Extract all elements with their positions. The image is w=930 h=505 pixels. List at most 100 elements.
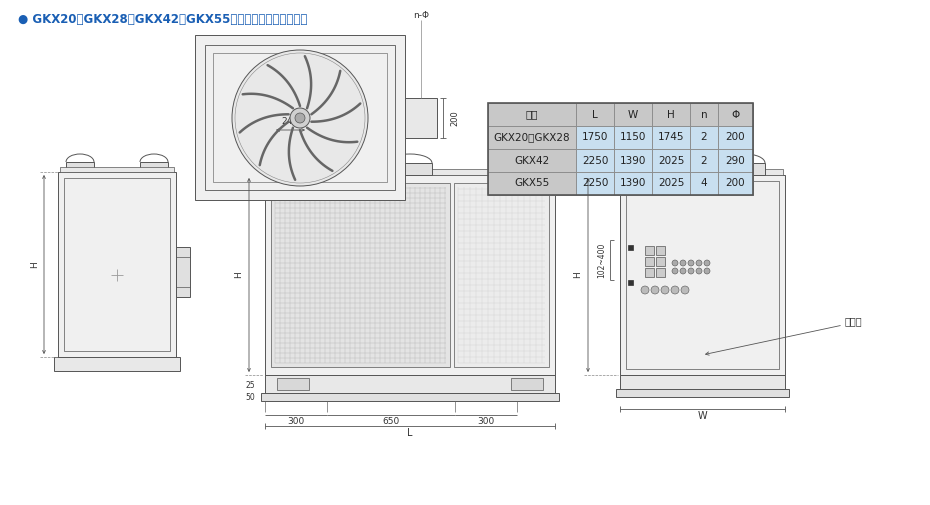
Text: 2025: 2025 (658, 156, 684, 166)
Bar (718, 126, 753, 149)
Bar (690, 103, 718, 126)
Bar (576, 172, 614, 195)
Text: L: L (592, 110, 598, 120)
Bar (626, 181, 779, 369)
Text: H: H (234, 272, 244, 278)
Bar (640, 163, 680, 175)
Circle shape (688, 268, 694, 274)
Bar (620, 175, 785, 375)
Bar (725, 163, 765, 175)
Circle shape (651, 286, 659, 294)
Bar (614, 172, 652, 195)
Bar (645, 257, 654, 266)
Text: 4: 4 (700, 178, 708, 188)
Bar (614, 126, 652, 149)
Text: 2250: 2250 (582, 156, 608, 166)
Bar (576, 149, 614, 172)
Bar (66, 162, 94, 172)
Text: 50: 50 (246, 392, 255, 401)
Bar (616, 389, 789, 397)
Bar (54, 357, 180, 371)
Text: 650: 650 (382, 417, 400, 426)
Bar (690, 149, 718, 172)
Bar (388, 163, 432, 175)
Text: 2025: 2025 (658, 178, 684, 188)
Text: L: L (407, 428, 413, 438)
Bar (213, 53, 387, 182)
Circle shape (688, 260, 694, 266)
Circle shape (232, 50, 368, 186)
Bar (205, 45, 395, 190)
Text: 300: 300 (477, 417, 495, 426)
Bar (488, 149, 576, 172)
Bar (652, 172, 690, 195)
Bar (690, 126, 718, 149)
Text: ● GKX20、GKX28、GKX42、GKX55全新风岗位送风机外形图: ● GKX20、GKX28、GKX42、GKX55全新风岗位送风机外形图 (18, 13, 308, 26)
Bar (718, 172, 753, 195)
Bar (628, 245, 633, 250)
Bar (64, 178, 170, 351)
Text: GKX42: GKX42 (514, 156, 550, 166)
Bar (499, 163, 537, 175)
Text: 1750: 1750 (582, 132, 608, 142)
Bar (265, 175, 555, 375)
Bar (273, 137, 308, 175)
Text: 200: 200 (450, 110, 459, 126)
Bar (656, 246, 665, 255)
Text: Φ: Φ (731, 110, 739, 120)
Bar (652, 103, 690, 126)
Text: 240: 240 (282, 118, 299, 126)
Bar (195, 35, 405, 200)
Bar (261, 393, 559, 401)
Text: W: W (628, 110, 638, 120)
Bar (614, 149, 652, 172)
Bar (488, 172, 576, 195)
Circle shape (290, 108, 310, 128)
Text: 1745: 1745 (658, 132, 684, 142)
Text: 排水口: 排水口 (845, 316, 863, 326)
Bar (511, 378, 543, 390)
Bar (628, 280, 633, 285)
Circle shape (680, 268, 686, 274)
Circle shape (680, 260, 686, 266)
Circle shape (295, 113, 305, 123)
Text: 25: 25 (246, 380, 255, 389)
Bar (656, 257, 665, 266)
Text: H: H (574, 272, 582, 278)
Text: n: n (700, 110, 708, 120)
Bar (271, 183, 450, 367)
Bar (718, 149, 753, 172)
Bar (652, 126, 690, 149)
Circle shape (704, 260, 710, 266)
Bar (267, 169, 553, 175)
Bar (645, 246, 654, 255)
Circle shape (661, 286, 669, 294)
Text: 290: 290 (725, 156, 745, 166)
Text: GKX20、GKX28: GKX20、GKX28 (494, 132, 570, 142)
Text: 102~400: 102~400 (597, 242, 606, 278)
Bar (283, 163, 321, 175)
Bar (718, 103, 753, 126)
Circle shape (671, 286, 679, 294)
Text: H: H (31, 262, 39, 268)
Text: 2: 2 (700, 132, 708, 142)
Circle shape (641, 286, 649, 294)
Bar (656, 268, 665, 277)
Bar (140, 162, 168, 172)
Text: 名称: 名称 (525, 110, 538, 120)
Text: 2: 2 (700, 156, 708, 166)
Circle shape (672, 268, 678, 274)
Text: 1390: 1390 (619, 178, 646, 188)
Circle shape (672, 260, 678, 266)
Bar (405, 98, 437, 138)
Bar (265, 375, 555, 393)
Bar (488, 126, 576, 149)
Text: 2250: 2250 (582, 178, 608, 188)
Text: 200: 200 (725, 132, 745, 142)
Bar (620, 375, 785, 389)
Text: W: W (698, 411, 707, 421)
Bar (255, 137, 275, 155)
Bar (645, 268, 654, 277)
Text: 200: 200 (725, 178, 745, 188)
Bar (690, 172, 718, 195)
